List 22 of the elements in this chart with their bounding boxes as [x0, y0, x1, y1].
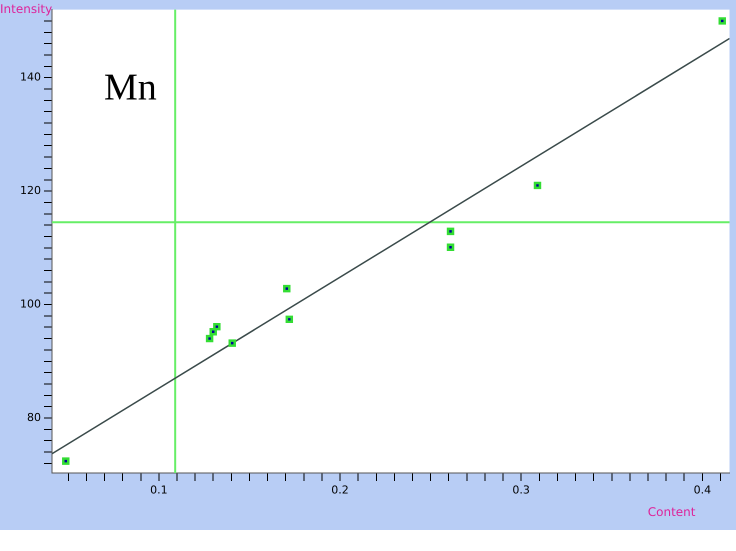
point: [62, 457, 70, 465]
point: [228, 339, 236, 347]
point: [206, 334, 214, 342]
x-tick-label: 0.3: [512, 483, 530, 496]
point: [534, 182, 542, 190]
y-tick-label: 120: [20, 184, 41, 197]
y-tick-label: 140: [20, 70, 41, 84]
x-tick-label: 0.4: [694, 483, 712, 496]
y-axis-title: Intensity: [0, 2, 52, 16]
x-tick-label: 0.2: [331, 483, 349, 496]
point: [446, 228, 454, 236]
point: [446, 244, 454, 251]
y-tick-label: 100: [20, 297, 41, 310]
point: [718, 17, 726, 25]
point: [286, 316, 294, 324]
y-tick-label: 80: [27, 410, 41, 424]
x-axis-title: Content: [648, 505, 696, 519]
x-tick-label: 0.1: [150, 483, 168, 496]
point: [210, 328, 217, 336]
text: Mn: [104, 66, 157, 109]
point: [283, 284, 290, 292]
point: [213, 322, 221, 330]
